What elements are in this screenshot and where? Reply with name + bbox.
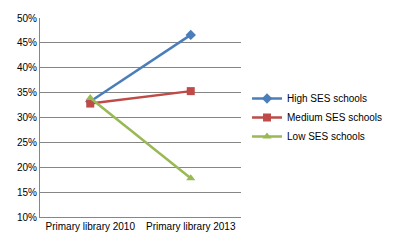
svg-text:High SES schools: High SES schools <box>287 93 367 104</box>
svg-text:50%: 50% <box>17 13 37 24</box>
svg-text:15%: 15% <box>17 187 37 198</box>
svg-text:45%: 45% <box>17 37 37 48</box>
svg-text:40%: 40% <box>17 62 37 73</box>
svg-text:Primary library 2013: Primary library 2013 <box>146 221 236 232</box>
svg-text:Low SES schools: Low SES schools <box>287 131 365 142</box>
svg-text:10%: 10% <box>17 212 37 223</box>
svg-text:35%: 35% <box>17 87 37 98</box>
svg-text:20%: 20% <box>17 162 37 173</box>
svg-text:Primary library 2010: Primary library 2010 <box>46 221 136 232</box>
svg-text:Medium SES schools: Medium SES schools <box>287 112 382 123</box>
svg-text:30%: 30% <box>17 112 37 123</box>
svg-text:25%: 25% <box>17 137 37 148</box>
